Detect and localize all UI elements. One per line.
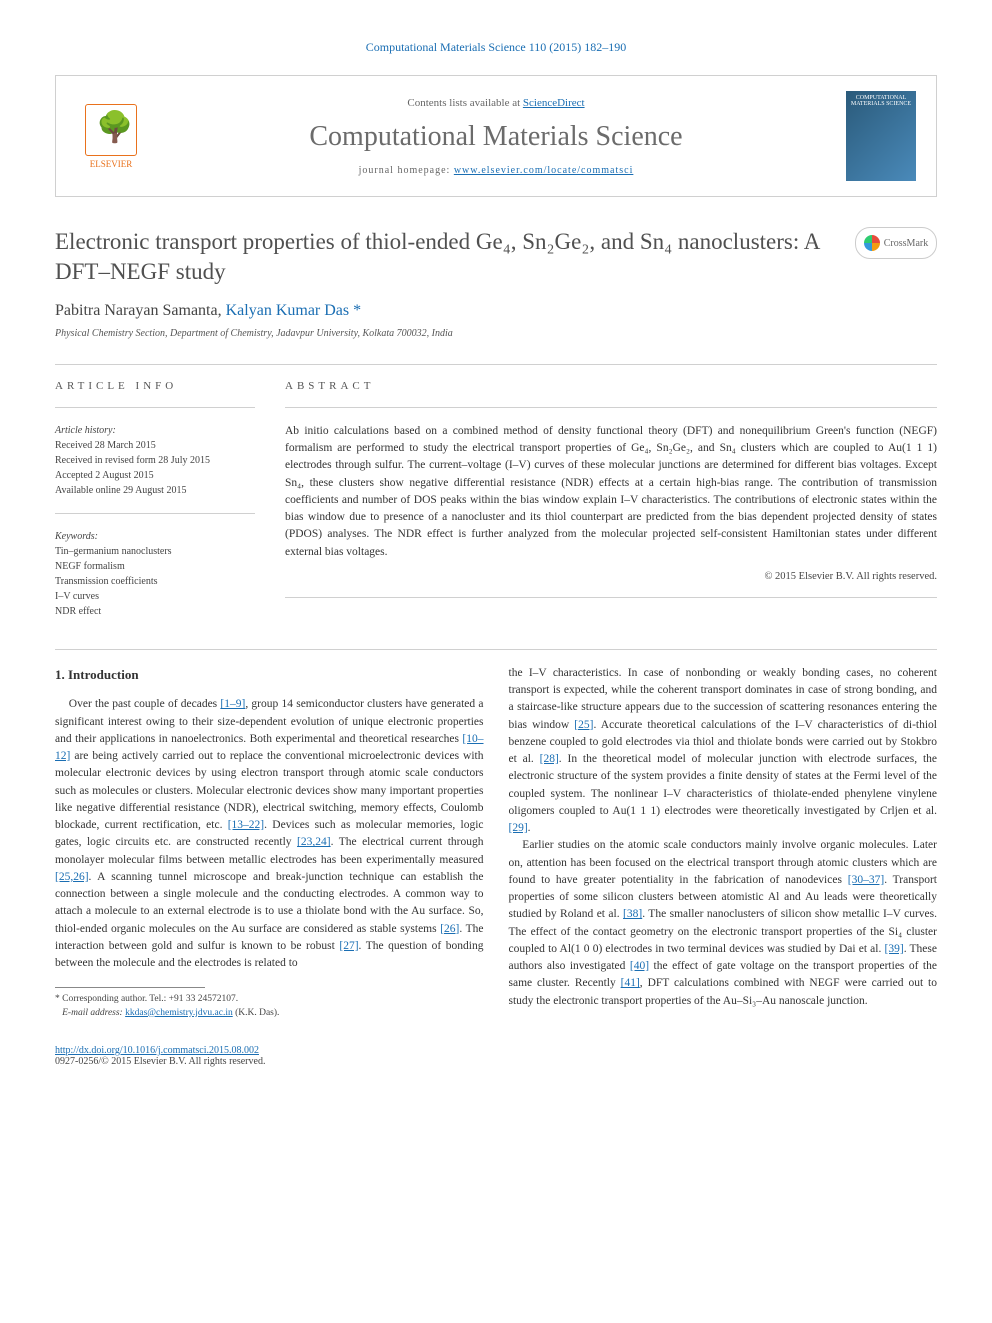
journal-name: Computational Materials Science (146, 121, 846, 153)
ref-link-40[interactable]: [40] (630, 960, 649, 972)
corresponding-author-link[interactable]: * (353, 302, 361, 319)
intro-paragraph-1: Over the past couple of decades [1–9], g… (55, 696, 484, 972)
journal-homepage: journal homepage: www.elsevier.com/locat… (146, 165, 846, 176)
footnote-divider (55, 987, 205, 988)
ref-link-25[interactable]: [25] (574, 719, 593, 731)
doi-link[interactable]: http://dx.doi.org/10.1016/j.commatsci.20… (55, 1045, 259, 1056)
page-footer: http://dx.doi.org/10.1016/j.commatsci.20… (55, 1045, 937, 1067)
article-info-heading: ARTICLE INFO (55, 380, 255, 392)
elsevier-label: ELSEVIER (90, 159, 133, 169)
online-date: Available online 29 August 2015 (55, 483, 255, 498)
keyword-3: Transmission coefficients (55, 574, 255, 589)
email-link[interactable]: kkdas@chemistry.jdvu.ac.in (125, 1008, 233, 1018)
keyword-2: NEGF formalism (55, 559, 255, 574)
history-label: Article history: (55, 423, 255, 438)
email-footnote: E-mail address: kkdas@chemistry.jdvu.ac.… (55, 1007, 484, 1020)
ref-link-39[interactable]: [39] (885, 943, 904, 955)
issn-copyright: 0927-0256/© 2015 Elsevier B.V. All right… (55, 1056, 937, 1067)
divider (55, 407, 255, 408)
received-date: Received 28 March 2015 (55, 438, 255, 453)
elsevier-logo: ELSEVIER (76, 99, 146, 174)
abstract-heading: ABSTRACT (285, 380, 937, 392)
keywords-label: Keywords: (55, 529, 255, 544)
accepted-date: Accepted 2 August 2015 (55, 468, 255, 483)
divider (55, 649, 937, 650)
divider (285, 597, 937, 598)
ref-link-26[interactable]: [26] (440, 923, 459, 935)
keyword-1: Tin–germanium nanoclusters (55, 544, 255, 559)
article-title: Electronic transport properties of thiol… (55, 227, 835, 287)
ref-link-28[interactable]: [28] (540, 753, 559, 765)
sciencedirect-link[interactable]: ScienceDirect (523, 97, 585, 109)
ref-link-41[interactable]: [41] (621, 977, 640, 989)
article-info-column: ARTICLE INFO Article history: Received 2… (55, 380, 255, 619)
abstract-text: Ab initio calculations based on a combin… (285, 423, 937, 561)
body-column-right: the I–V characteristics. In case of nonb… (509, 665, 938, 1020)
ref-link-27[interactable]: [27] (339, 940, 358, 952)
keyword-5: NDR effect (55, 604, 255, 619)
abstract-copyright: © 2015 Elsevier B.V. All rights reserved… (285, 571, 937, 582)
elsevier-tree-icon (85, 104, 137, 156)
affiliation: Physical Chemistry Section, Department o… (55, 328, 937, 339)
contents-line: Contents lists available at ScienceDirec… (146, 97, 846, 109)
ref-link-29[interactable]: [29] (509, 822, 528, 834)
ref-link-13-22[interactable]: [13–22] (228, 819, 264, 831)
journal-cover-thumbnail: COMPUTATIONAL MATERIALS SCIENCE (846, 91, 916, 181)
intro-paragraph-1-continued: the I–V characteristics. In case of nonb… (509, 665, 938, 838)
ref-link-25-26[interactable]: [25,26] (55, 871, 89, 883)
crossmark-badge[interactable]: CrossMark (855, 227, 937, 259)
keyword-4: I–V curves (55, 589, 255, 604)
divider (55, 364, 937, 365)
abstract-column: ABSTRACT Ab initio calculations based on… (285, 380, 937, 619)
ref-link-38[interactable]: [38] (623, 908, 642, 920)
ref-link-1-9[interactable]: [1–9] (220, 698, 245, 710)
revised-date: Received in revised form 28 July 2015 (55, 453, 255, 468)
section-heading-introduction: 1. Introduction (55, 665, 484, 685)
intro-paragraph-2: Earlier studies on the atomic scale cond… (509, 837, 938, 1010)
divider (55, 513, 255, 514)
crossmark-icon (864, 235, 880, 251)
body-column-left: 1. Introduction Over the past couple of … (55, 665, 484, 1020)
journal-header: ELSEVIER Contents lists available at Sci… (55, 75, 937, 197)
divider (285, 407, 937, 408)
authors: Pabitra Narayan Samanta, Kalyan Kumar Da… (55, 302, 937, 320)
corresponding-author-footnote: * Corresponding author. Tel.: +91 33 245… (55, 993, 484, 1006)
ref-link-23-24[interactable]: [23,24] (297, 836, 331, 848)
ref-link-30-37[interactable]: [30–37] (848, 874, 884, 886)
journal-reference: Computational Materials Science 110 (201… (55, 40, 937, 55)
homepage-link[interactable]: www.elsevier.com/locate/commatsci (454, 165, 634, 176)
author-1: Pabitra Narayan Samanta, (55, 302, 226, 319)
author-2-link[interactable]: Kalyan Kumar Das (226, 302, 354, 319)
